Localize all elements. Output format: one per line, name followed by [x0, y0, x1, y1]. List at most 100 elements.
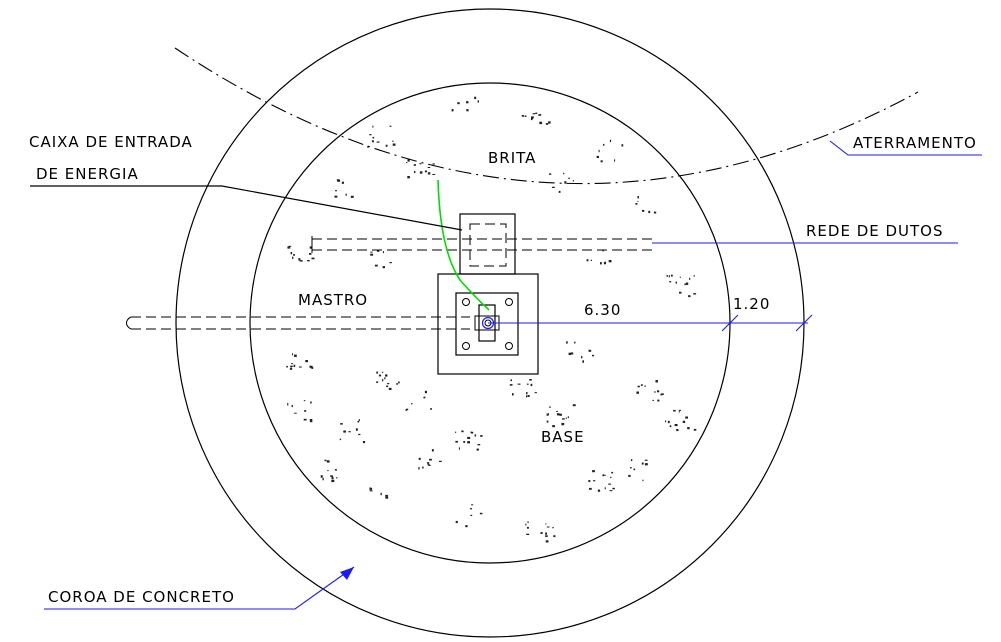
gravel-speck — [291, 405, 293, 408]
gravel-speck — [588, 480, 591, 483]
gravel-speck — [614, 159, 616, 162]
gravel-speck — [527, 521, 529, 524]
gravel-speck — [540, 532, 543, 534]
gravel-speck — [327, 469, 329, 472]
gravel-speck — [320, 475, 323, 478]
brita-gravel-texture — [286, 96, 697, 543]
gravel-speck — [545, 123, 549, 125]
gravel-speck — [474, 434, 477, 437]
gravel-speck — [304, 410, 307, 412]
gravel-speck — [644, 459, 648, 461]
gravel-speck — [571, 352, 574, 355]
gravel-speck — [685, 416, 688, 419]
mastro-conduit-end — [126, 316, 132, 330]
gravel-speck — [336, 179, 339, 182]
gravel-speck — [512, 393, 514, 396]
gravel-speck — [530, 383, 533, 387]
gravel-speck — [628, 474, 631, 477]
gravel-speck — [636, 391, 639, 394]
caixa-de-entrada-inner — [469, 223, 507, 267]
gravel-speck — [553, 535, 556, 538]
gravel-speck — [642, 209, 645, 212]
label-caixa-line1: CAIXA DE ENTRADA — [29, 133, 193, 151]
label-caixa-line2: DE ENERGIA — [36, 165, 139, 183]
gravel-speck — [604, 487, 606, 490]
anchor-bolts — [462, 298, 513, 350]
gravel-speck — [407, 159, 410, 162]
gravel-speck — [684, 283, 687, 286]
gravel-speck — [545, 535, 548, 537]
gravel-speck — [597, 489, 601, 492]
gravel-speck — [289, 367, 293, 370]
gravel-speck — [611, 471, 614, 474]
gravel-speck — [546, 420, 549, 423]
gravel-speck — [358, 419, 360, 422]
mastro-base-outer-plate — [437, 273, 539, 375]
gravel-speck — [668, 275, 670, 278]
gravel-speck — [369, 487, 373, 490]
gravel-speck — [648, 210, 651, 214]
gravel-speck — [398, 381, 400, 384]
gravel-speck — [466, 109, 469, 112]
gravel-speck — [564, 181, 567, 184]
gravel-speck — [463, 441, 466, 443]
gravel-speck — [431, 449, 434, 452]
gravel-speck — [644, 385, 646, 387]
gravel-speck — [670, 274, 673, 277]
gravel-speck — [477, 100, 479, 103]
gravel-speck — [610, 476, 612, 479]
gravel-speck — [382, 251, 384, 254]
gravel-speck — [687, 427, 690, 430]
gravel-speck — [348, 431, 351, 433]
gravel-speck — [341, 181, 344, 184]
gravel-speck — [653, 211, 657, 214]
gravel-speck — [562, 418, 565, 420]
gravel-speck — [546, 526, 550, 528]
gravel-speck — [369, 134, 372, 136]
gravel-speck — [637, 200, 639, 202]
gravel-speck — [529, 379, 532, 381]
gravel-speck — [303, 400, 306, 402]
gravel-speck — [655, 380, 658, 383]
gravel-speck — [339, 438, 342, 441]
gravel-speck — [455, 431, 457, 433]
gravel-speck — [396, 383, 398, 385]
gravel-speck — [455, 520, 458, 524]
gravel-speck — [370, 251, 373, 253]
gravel-speck — [406, 408, 409, 411]
dimension-tick-base — [721, 314, 739, 332]
gravel-speck — [293, 364, 296, 367]
gravel-speck — [652, 399, 654, 401]
gravel-speck — [376, 371, 378, 374]
gravel-speck — [290, 252, 293, 255]
gravel-speck — [666, 275, 668, 277]
gravel-speck — [292, 256, 294, 259]
label-rede-de-dutos: REDE DE DUTOS — [806, 222, 944, 240]
gravel-speck — [299, 366, 302, 368]
gravel-speck — [309, 253, 312, 255]
gravel-speck — [432, 163, 435, 165]
gravel-speck — [561, 422, 565, 426]
gravel-speck — [637, 385, 640, 388]
gravel-speck — [545, 540, 549, 543]
gravel-speck — [419, 163, 422, 165]
gravel-speck — [294, 412, 297, 414]
gravel-speck — [603, 261, 606, 265]
label-brita: BRITA — [488, 149, 536, 167]
gravel-speck — [355, 428, 358, 431]
gravel-speck — [603, 143, 605, 146]
gravel-speck — [471, 504, 474, 506]
gravel-speck — [429, 458, 432, 461]
gravel-speck — [385, 496, 389, 499]
gravel-speck — [406, 162, 408, 164]
gravel-speck — [598, 149, 600, 153]
gravel-speck — [588, 349, 592, 352]
gravel-speck — [427, 463, 430, 466]
gravel-speck — [592, 354, 595, 357]
gravel-speck — [413, 164, 416, 166]
gravel-speck — [388, 387, 392, 390]
gravel-speck — [331, 476, 334, 480]
gravel-speck — [386, 385, 389, 388]
gravel-speck — [418, 457, 421, 460]
gravel-speck — [479, 512, 483, 515]
